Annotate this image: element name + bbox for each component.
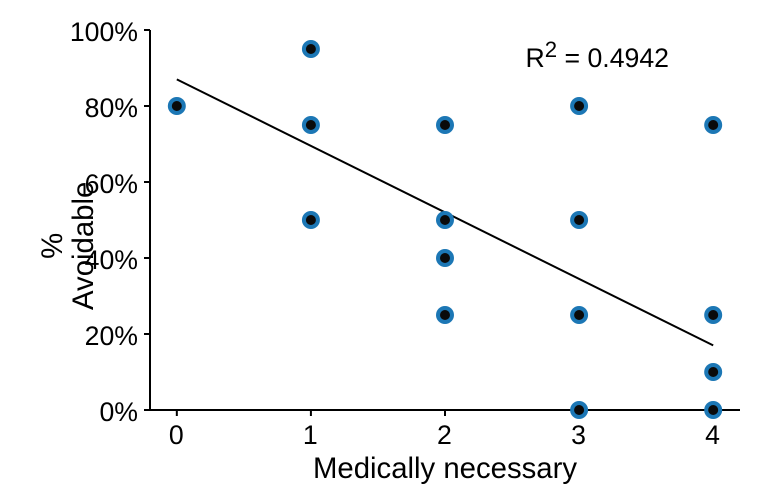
scatter-point-inner bbox=[440, 120, 450, 130]
scatter-point-inner bbox=[574, 101, 584, 111]
x-tick-label: 2 bbox=[437, 420, 452, 451]
x-tick-label: 0 bbox=[169, 420, 184, 451]
scatter-point-inner bbox=[708, 367, 718, 377]
scatter-point-inner bbox=[306, 120, 316, 130]
r-squared-value: = 0.4942 bbox=[557, 43, 669, 73]
scatter-point-inner bbox=[574, 405, 584, 415]
scatter-point-inner bbox=[306, 44, 316, 54]
scatter-point-inner bbox=[440, 310, 450, 320]
scatter-point-inner bbox=[574, 310, 584, 320]
r-squared-prefix: R bbox=[525, 43, 544, 73]
y-tick-label: 80% bbox=[85, 93, 138, 124]
x-axis-title: Medically necessary bbox=[150, 452, 740, 486]
scatter-point-inner bbox=[440, 253, 450, 263]
x-tick-label: 1 bbox=[303, 420, 318, 451]
scatter-chart: % Avoidable Medically necessary R2 = 0.4… bbox=[0, 0, 780, 500]
scatter-point-inner bbox=[172, 101, 182, 111]
y-tick-label: 40% bbox=[85, 245, 138, 276]
r-squared-sup: 2 bbox=[545, 37, 557, 62]
scatter-point-inner bbox=[708, 310, 718, 320]
scatter-point-inner bbox=[708, 120, 718, 130]
scatter-point-inner bbox=[574, 215, 584, 225]
scatter-point-inner bbox=[306, 215, 316, 225]
y-tick-label: 0% bbox=[99, 397, 138, 428]
y-tick-label: 100% bbox=[70, 17, 138, 48]
y-axis-title-line1: % bbox=[36, 233, 69, 259]
r-squared-annotation: R2 = 0.4942 bbox=[525, 37, 669, 74]
scatter-point-inner bbox=[708, 405, 718, 415]
y-tick-label: 60% bbox=[85, 169, 138, 200]
x-tick-label: 4 bbox=[705, 420, 720, 451]
x-tick-label: 3 bbox=[571, 420, 586, 451]
y-tick-label: 20% bbox=[85, 321, 138, 352]
scatter-point-inner bbox=[440, 215, 450, 225]
